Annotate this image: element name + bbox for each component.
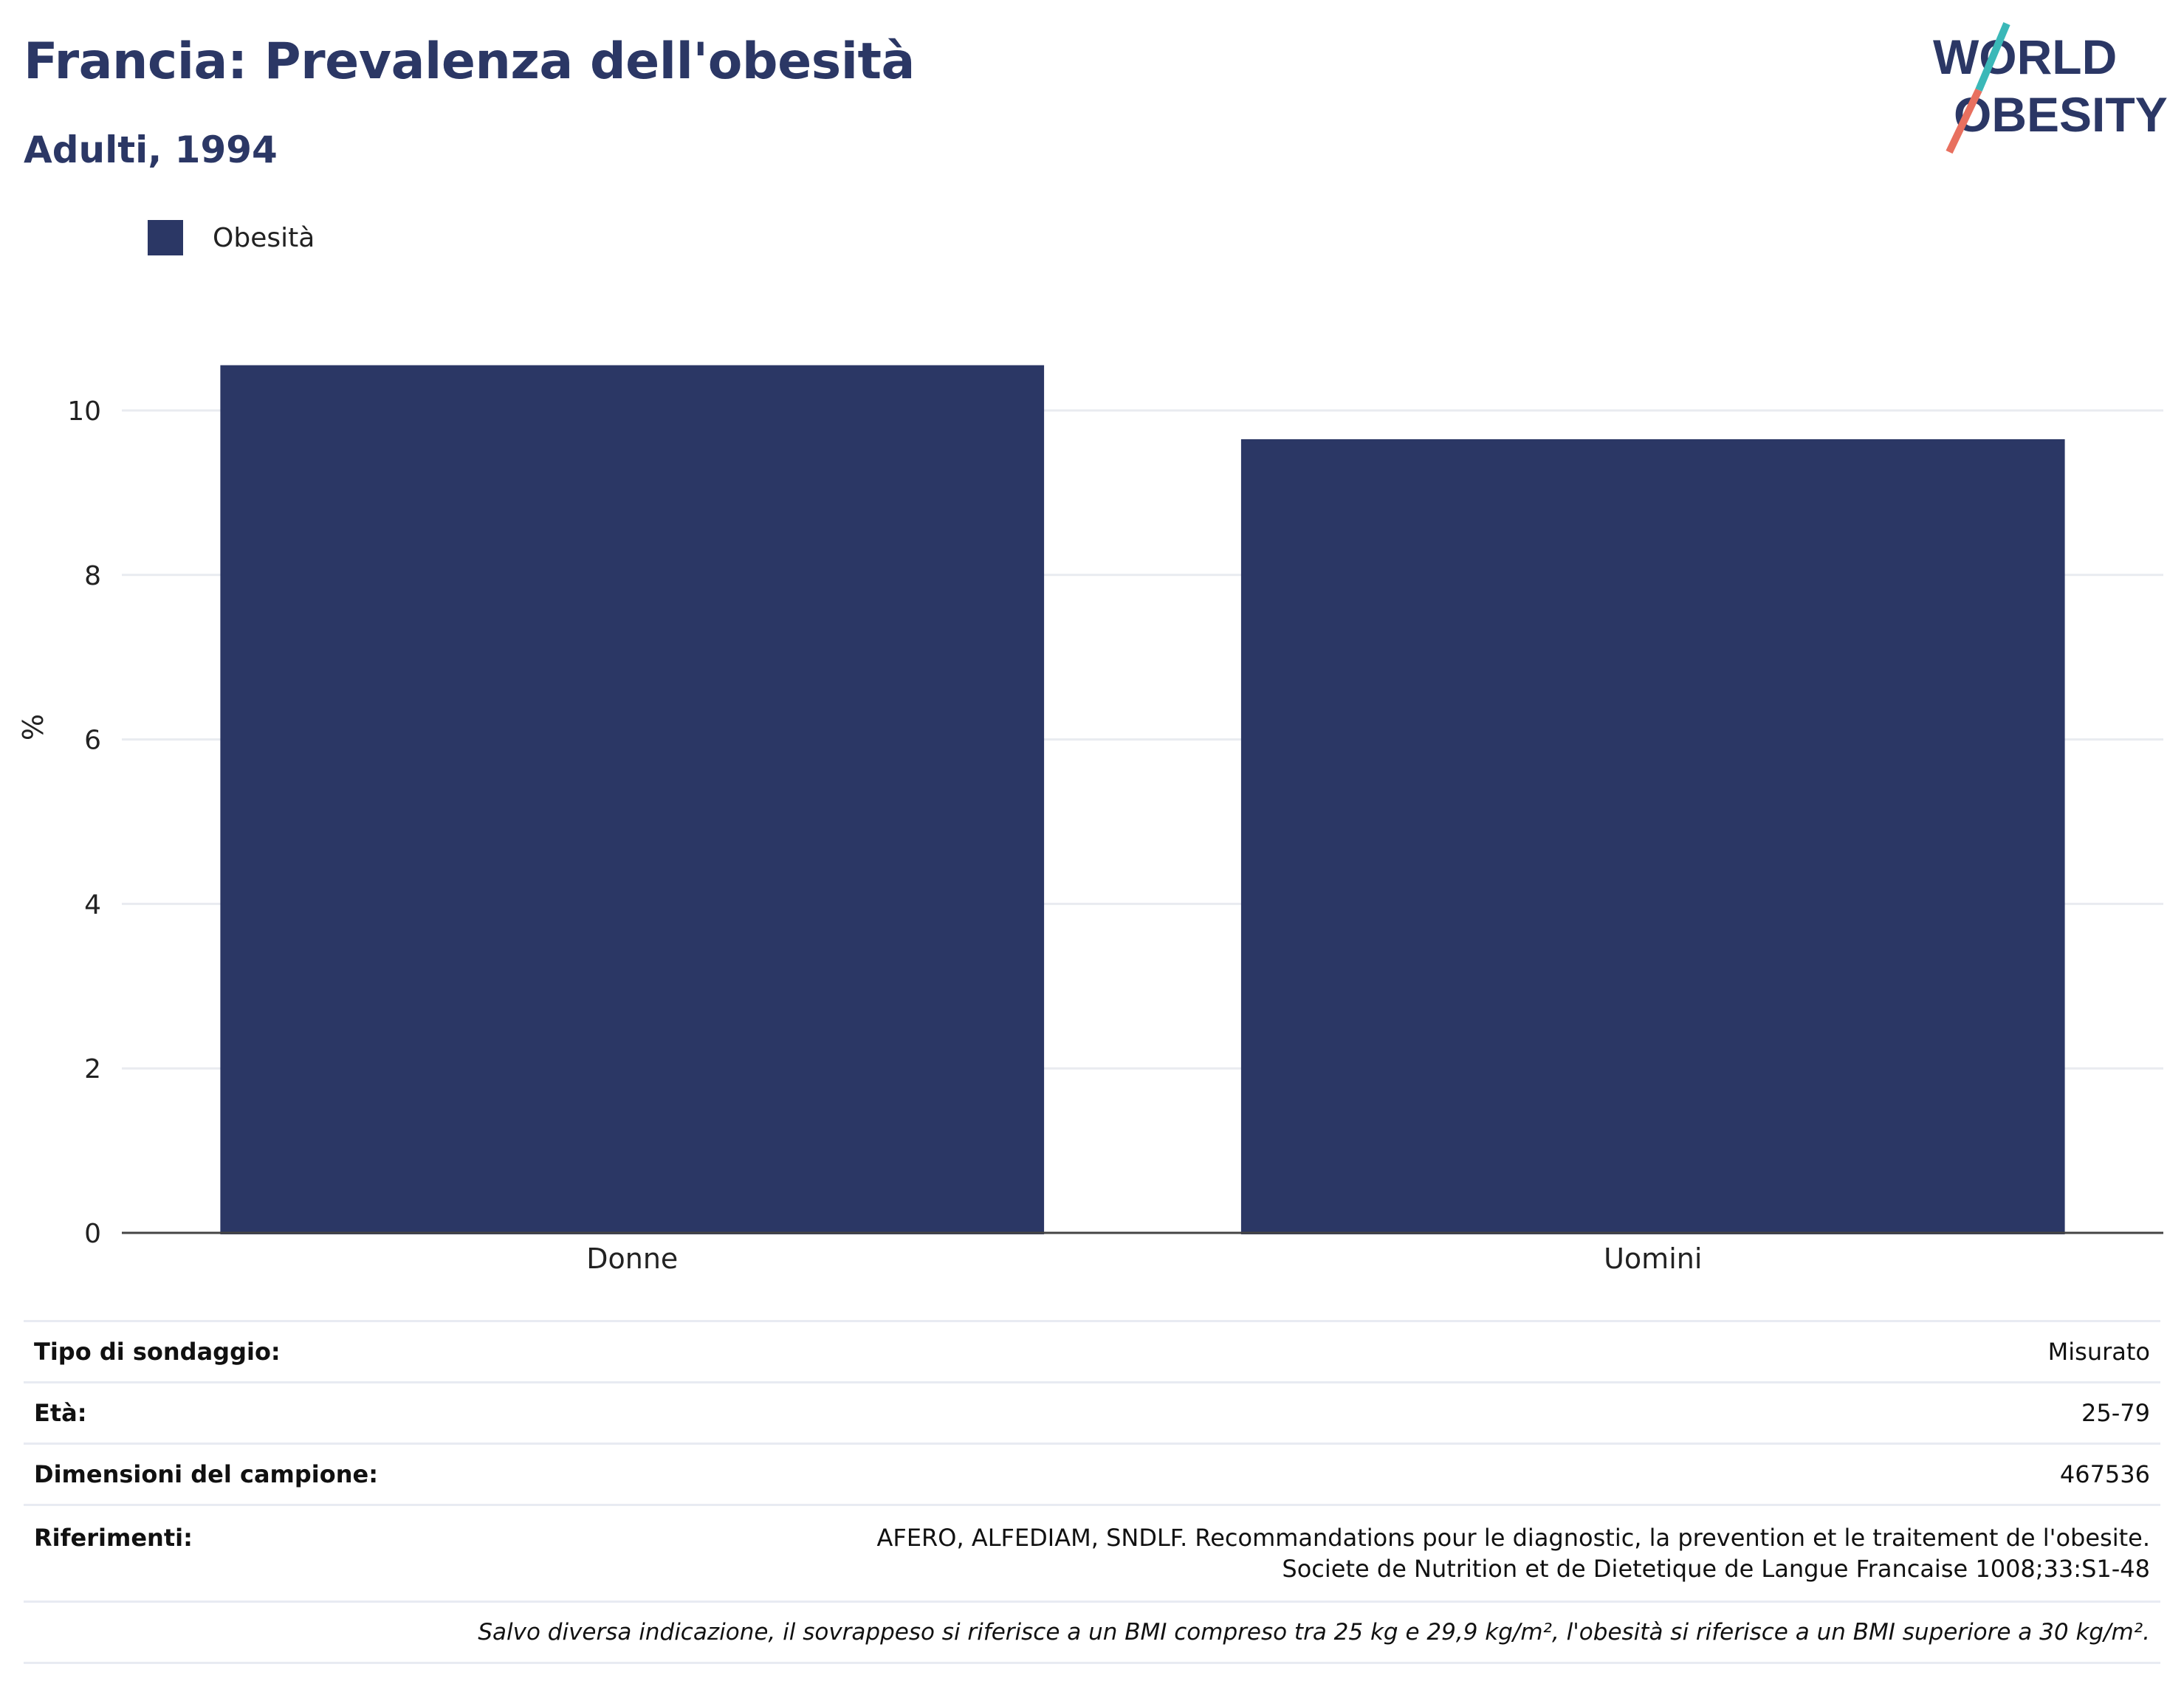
info-key: Tipo di sondaggio: [24,1320,389,1383]
chart-title: Francia: Prevalenza dell'obesità [24,32,915,91]
info-value: 467536 [388,1443,2160,1505]
y-tick-label: 2 [84,1054,101,1084]
info-row-survey-type: Tipo di sondaggio: Misurato [24,1320,2160,1383]
info-key: Età: [24,1381,389,1444]
logo-line-2: OBESITY [1954,87,2168,142]
y-tick-label: 8 [84,561,101,591]
y-tick-label: 4 [84,890,101,920]
bar-donne [220,365,1045,1234]
info-row-note: Salvo diversa indicazione, il sovrappeso… [24,1601,2160,1664]
bar-chart: 0 2 4 6 8 10 Donne Uomini% [17,365,2163,1275]
logo-slash-bottom [1946,88,1982,154]
info-value: 25-79 [388,1381,2160,1444]
x-tick-label: Donne [586,1242,678,1275]
survey-info-table: Tipo di sondaggio: Misurato Età: 25-79 D… [24,1320,2160,1664]
y-tick-label: 6 [84,726,101,756]
y-axis-label: % [17,714,49,740]
legend-label: Obesità [213,222,315,253]
info-row-references: Riferimenti: AFERO, ALFEDIAM, SNDLF. Rec… [24,1504,2160,1602]
footnote: Salvo diversa indicazione, il sovrappeso… [24,1601,2160,1664]
info-key: Dimensioni del campione: [24,1443,389,1505]
y-tick-label: 10 [67,396,101,427]
logo-slash-top [1975,22,2010,92]
info-row-age: Età: 25-79 [24,1381,2160,1444]
info-row-sample-size: Dimensioni del campione: 467536 [24,1443,2160,1505]
chart-legend: Obesità [148,220,315,255]
info-value: AFERO, ALFEDIAM, SNDLF. Recommandations … [388,1504,2160,1602]
bar-uomini [1240,439,2065,1235]
logo-line-1: WORLD [1933,30,2117,84]
info-value: Misurato [388,1320,2160,1383]
chart-subtitle: Adulti, 1994 [24,128,278,171]
world-obesity-logo: WORLD OBESITY [1933,22,2168,154]
info-key: Riferimenti: [24,1504,389,1602]
x-tick-label: Uomini [1604,1242,1702,1275]
y-tick-label: 0 [84,1219,101,1249]
legend-swatch [148,220,183,255]
